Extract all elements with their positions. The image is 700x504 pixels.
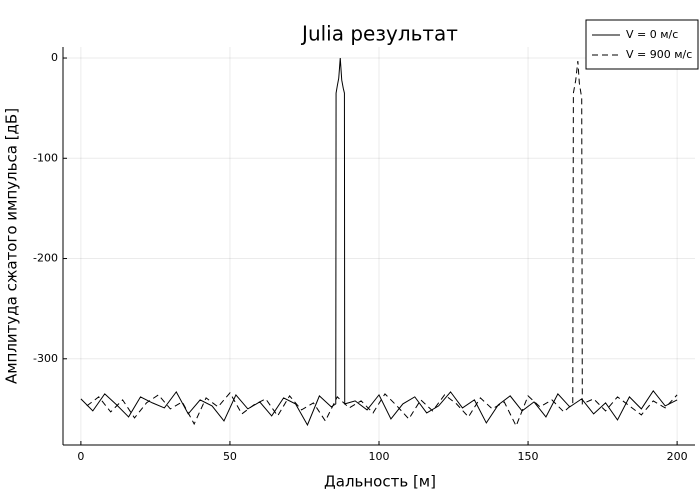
- x-tick-label: 50: [223, 450, 237, 463]
- x-axis-label: Дальность [м]: [324, 473, 436, 491]
- x-tick-label: 0: [77, 450, 84, 463]
- chart-title: Julia результат: [300, 22, 458, 46]
- x-tick-label: 100: [369, 450, 390, 463]
- y-axis-label: Амплитуда сжатого импульса [дБ]: [3, 108, 21, 384]
- series-line: [86, 60, 678, 428]
- legend-label: V = 900 м/с: [626, 48, 692, 61]
- legend-box: [585, 19, 699, 70]
- y-tick-label: -200: [33, 252, 58, 265]
- y-tick-label: 0: [51, 51, 58, 64]
- x-tick-label: 200: [667, 450, 688, 463]
- legend-label: V = 0 м/с: [626, 28, 678, 41]
- series-line: [80, 57, 678, 427]
- y-tick-label: -300: [33, 352, 58, 365]
- x-tick-label: 150: [518, 450, 539, 463]
- y-tick-label: -100: [33, 151, 58, 164]
